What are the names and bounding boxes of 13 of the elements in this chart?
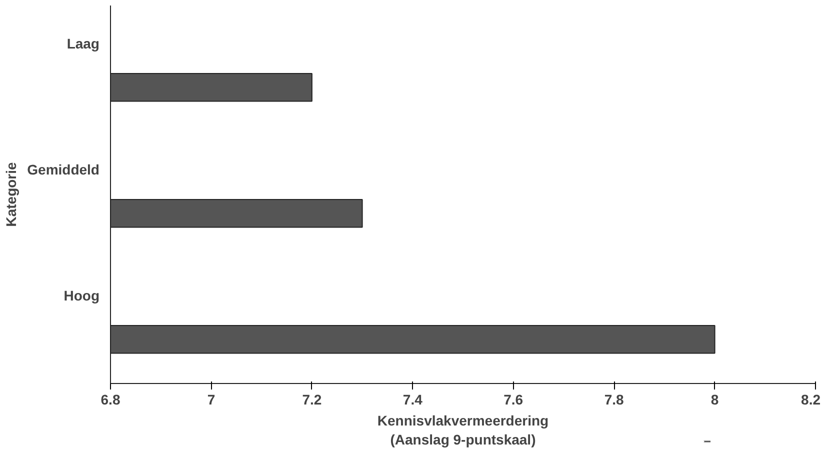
x-tick-label: 8.2 [801,392,821,408]
x-tick-label: 7.2 [302,392,322,408]
x-tick-label: 7.6 [504,392,524,408]
x-tick-label: 8 [710,392,719,408]
x-tick-label: 6.8 [100,392,120,408]
y-tick-label: Laag [66,35,100,52]
x-tick-label: 7.8 [604,392,624,408]
y-axis-title: Kategorie [3,162,20,227]
x-tick-label: 7.4 [402,392,423,408]
x-tick-label: 7 [207,392,216,408]
y-tick-label: Gemiddeld [27,161,100,178]
y-tick-label: Hoog [64,287,100,304]
x-axis-title: Kennisvlakvermeerdering (Aanslag 9-puntskaal) [377,412,549,448]
